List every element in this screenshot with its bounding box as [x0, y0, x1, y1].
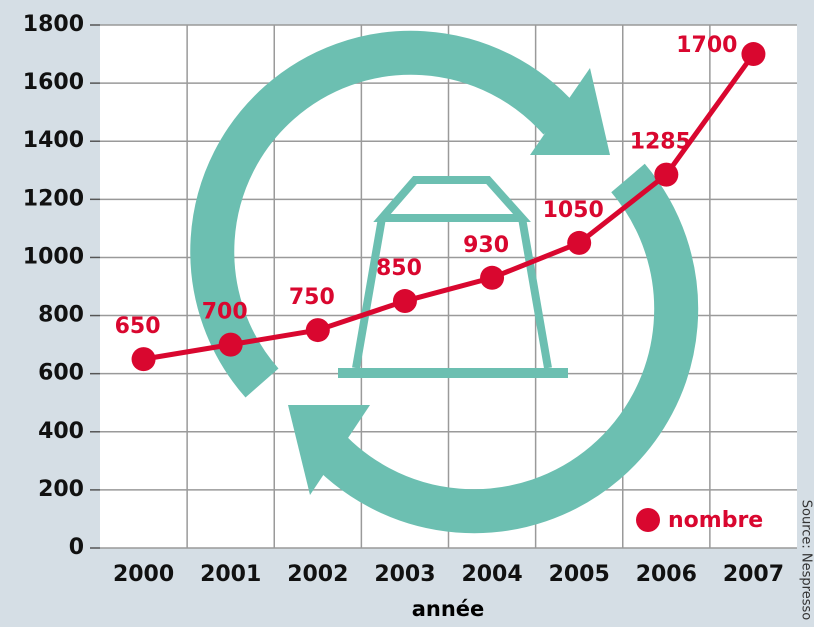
- y-tick-label: 1400: [23, 128, 84, 153]
- chart: 650 700 750 850 930 1050 1285 1700 année Source…: [0, 0, 814, 627]
- point: [654, 163, 678, 187]
- x-tick-label: 2000: [113, 562, 174, 587]
- point: [480, 266, 504, 290]
- value-label: 750: [289, 285, 335, 310]
- point: [219, 333, 243, 357]
- x-tick-label: 2007: [723, 562, 784, 587]
- y-tick-label: 200: [38, 477, 84, 502]
- value-label: 1285: [630, 130, 691, 155]
- value-label: 850: [376, 256, 422, 281]
- y-tick-label: 1200: [23, 186, 84, 211]
- value-label: 700: [202, 300, 248, 325]
- x-tick-label: 2003: [374, 562, 435, 587]
- point: [567, 231, 591, 255]
- x-tick-label: 2006: [636, 562, 697, 587]
- point: [741, 42, 765, 66]
- y-tick-label: 1600: [23, 70, 84, 95]
- legend-marker: [636, 508, 660, 532]
- x-tick-label: 2005: [549, 562, 610, 587]
- x-tick-label: 2001: [200, 562, 261, 587]
- x-tick-label: 2002: [287, 562, 348, 587]
- y-tick-label: 800: [38, 303, 84, 328]
- y-tick-label: 1800: [23, 12, 84, 37]
- point: [393, 289, 417, 313]
- y-tick-label: 0: [69, 535, 84, 560]
- source: Source: Nespresso: [799, 500, 814, 621]
- y-tick-label: 1000: [23, 244, 84, 269]
- legend-label: nombre: [668, 508, 763, 533]
- value-label: 1700: [676, 33, 737, 58]
- x-axis-label: année: [412, 597, 485, 621]
- value-label: 1050: [543, 198, 604, 223]
- point: [306, 318, 330, 342]
- y-tick-label: 400: [38, 419, 84, 444]
- x-tick-label: 2004: [461, 562, 522, 587]
- value-label: 930: [463, 233, 509, 258]
- point: [132, 347, 156, 371]
- value-label: 650: [115, 314, 161, 339]
- y-tick-label: 600: [38, 361, 84, 386]
